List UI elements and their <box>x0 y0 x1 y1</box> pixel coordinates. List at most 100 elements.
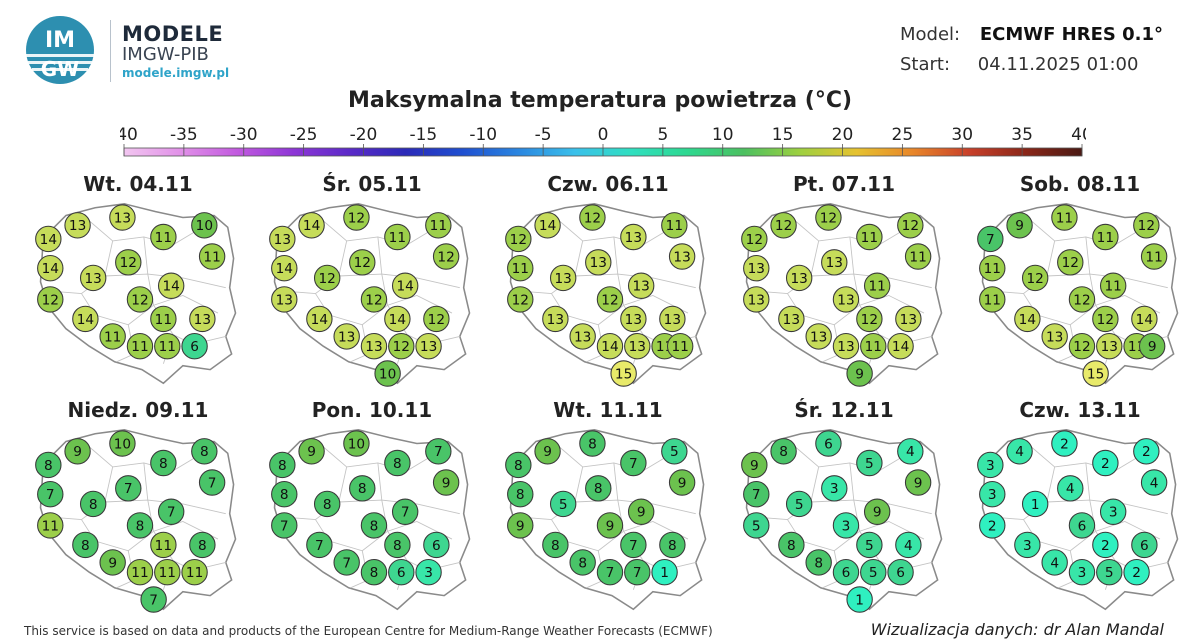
station-marker[interactable]: 13 <box>778 305 805 333</box>
station-marker[interactable]: 11 <box>1051 204 1078 231</box>
station-marker[interactable]: 8 <box>191 438 218 465</box>
station-marker[interactable]: 13 <box>832 286 860 313</box>
station-marker[interactable]: 11 <box>126 332 154 360</box>
station-marker[interactable]: 3 <box>977 451 1004 479</box>
station-marker[interactable]: 9 <box>507 512 534 539</box>
station-marker[interactable]: 9 <box>741 451 768 479</box>
station-marker[interactable]: 10 <box>191 212 218 239</box>
station-marker[interactable]: 12 <box>505 225 532 253</box>
station-marker[interactable]: 7 <box>620 531 647 559</box>
station-marker[interactable]: 11 <box>154 558 181 586</box>
station-marker[interactable]: 8 <box>384 449 411 477</box>
station-marker[interactable]: 14 <box>887 332 914 360</box>
station-marker[interactable]: 13 <box>360 332 388 360</box>
station-marker[interactable]: 13 <box>64 212 91 239</box>
station-marker[interactable]: 7 <box>115 475 142 502</box>
station-marker[interactable]: 8 <box>360 558 388 586</box>
station-marker[interactable]: 2 <box>1092 449 1119 477</box>
station-marker[interactable]: 11 <box>150 223 177 251</box>
station-marker[interactable]: 13 <box>785 264 813 292</box>
station-marker[interactable]: 12 <box>1057 249 1084 276</box>
station-marker[interactable]: 11 <box>99 323 126 350</box>
station-marker[interactable]: 11 <box>1099 272 1127 299</box>
station-marker[interactable]: 8 <box>778 531 805 559</box>
station-marker[interactable]: 11 <box>37 512 64 539</box>
station-marker[interactable]: 13 <box>189 305 216 333</box>
station-marker[interactable]: 12 <box>1068 332 1096 360</box>
station-marker[interactable]: 11 <box>1140 243 1168 270</box>
station-marker[interactable]: 12 <box>1068 286 1096 313</box>
station-marker[interactable]: 3 <box>1068 558 1096 586</box>
station-marker[interactable]: 10 <box>343 430 370 457</box>
station-marker[interactable]: 9 <box>668 469 696 496</box>
station-marker[interactable]: 7 <box>333 549 360 576</box>
station-marker[interactable]: 14 <box>306 305 333 333</box>
station-marker[interactable]: 5 <box>856 531 883 559</box>
station-marker[interactable]: 12 <box>432 243 460 270</box>
station-marker[interactable]: 7 <box>620 449 647 477</box>
station-marker[interactable]: 4 <box>1041 549 1068 576</box>
station-marker[interactable]: 13 <box>627 272 655 299</box>
station-marker[interactable]: 13 <box>743 286 770 313</box>
station-marker[interactable]: 13 <box>620 305 647 333</box>
station-marker[interactable]: 14 <box>534 212 561 239</box>
station-marker[interactable]: 13 <box>79 264 107 292</box>
station-marker[interactable]: 4 <box>1057 475 1084 502</box>
station-marker[interactable]: 13 <box>743 254 770 282</box>
station-marker[interactable]: 8 <box>349 475 376 502</box>
station-marker[interactable]: 8 <box>360 512 388 539</box>
station-marker[interactable]: 8 <box>585 475 612 502</box>
station-marker[interactable]: 12 <box>741 225 768 253</box>
station-marker[interactable]: 6 <box>815 430 842 457</box>
station-marker[interactable]: 13 <box>585 249 612 276</box>
station-marker[interactable]: 13 <box>1041 323 1068 350</box>
station-marker[interactable]: 12 <box>313 264 341 292</box>
station-marker[interactable]: 8 <box>189 531 216 559</box>
station-marker[interactable]: 13 <box>1096 332 1123 360</box>
station-marker[interactable]: 9 <box>863 498 891 525</box>
station-marker[interactable]: 8 <box>659 531 686 559</box>
station-marker[interactable]: 13 <box>269 225 296 253</box>
station-marker[interactable]: 10 <box>109 430 136 457</box>
station-marker[interactable]: 2 <box>1092 531 1119 559</box>
station-marker[interactable]: 8 <box>542 531 569 559</box>
station-marker[interactable]: 9 <box>64 438 91 465</box>
station-marker[interactable]: 11 <box>150 531 177 559</box>
station-marker[interactable]: 12 <box>126 286 154 313</box>
station-marker[interactable]: 11 <box>979 286 1006 313</box>
station-marker[interactable]: 8 <box>35 451 62 479</box>
station-marker[interactable]: 9 <box>1006 212 1033 239</box>
station-marker[interactable]: 5 <box>661 438 688 465</box>
station-marker[interactable]: 14 <box>72 305 99 333</box>
station-marker[interactable]: 12 <box>349 249 376 276</box>
station-marker[interactable]: 11 <box>1092 223 1119 251</box>
station-marker[interactable]: 13 <box>821 249 848 276</box>
station-marker[interactable]: 8 <box>313 490 341 518</box>
station-marker[interactable]: 11 <box>150 305 177 333</box>
station-marker[interactable]: 13 <box>895 305 922 333</box>
station-marker[interactable]: 8 <box>569 549 596 576</box>
station-marker[interactable]: 7 <box>425 438 452 465</box>
station-marker[interactable]: 5 <box>856 449 883 477</box>
station-marker[interactable]: 12 <box>343 204 370 231</box>
station-marker[interactable]: 7 <box>743 480 770 508</box>
station-marker[interactable]: 11 <box>198 243 226 270</box>
station-marker[interactable]: 14 <box>596 332 624 360</box>
station-marker[interactable]: 1 <box>651 558 678 586</box>
station-marker[interactable]: 14 <box>157 272 185 299</box>
station-marker[interactable]: 2 <box>1051 430 1078 457</box>
station-marker[interactable]: 9 <box>432 469 460 496</box>
station-marker[interactable]: 8 <box>805 549 832 576</box>
station-marker[interactable]: 7 <box>157 498 185 525</box>
station-marker[interactable]: 4 <box>1140 469 1168 496</box>
station-marker[interactable]: 11 <box>507 254 534 282</box>
station-marker[interactable]: 12 <box>897 212 924 239</box>
station-marker[interactable]: 9 <box>534 438 561 465</box>
station-marker[interactable]: 13 <box>415 332 442 360</box>
station-marker[interactable]: 6 <box>887 558 914 586</box>
station-marker[interactable]: 10 <box>374 360 401 387</box>
station-marker[interactable]: 7 <box>198 469 226 496</box>
station-marker[interactable]: 4 <box>895 531 922 559</box>
station-marker[interactable]: 5 <box>1096 558 1123 586</box>
station-marker[interactable]: 12 <box>770 212 797 239</box>
